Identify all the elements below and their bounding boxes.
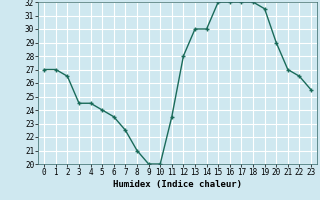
X-axis label: Humidex (Indice chaleur): Humidex (Indice chaleur) bbox=[113, 180, 242, 189]
